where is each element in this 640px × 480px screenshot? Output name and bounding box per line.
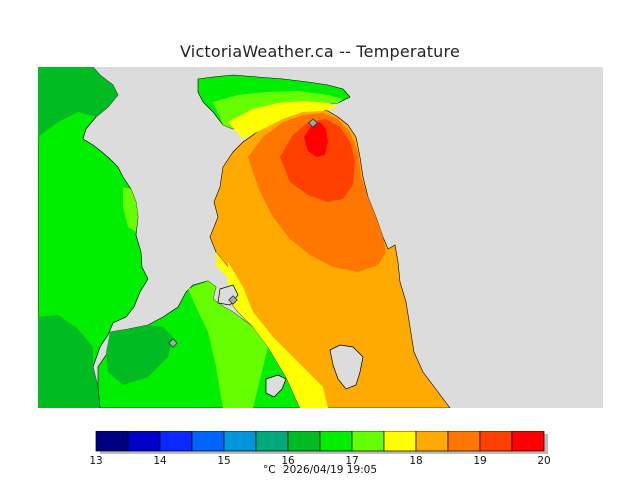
colorbar-bin xyxy=(255,431,289,452)
colorbar-bin xyxy=(447,431,481,452)
station-marker[interactable] xyxy=(228,295,238,305)
zone-west-darkgreen-north xyxy=(38,67,118,137)
colorbar-bin xyxy=(159,431,193,452)
lake-east xyxy=(329,344,364,390)
colorbar-tick-label: 20 xyxy=(537,455,551,467)
colorbar-bin xyxy=(351,431,385,452)
colorbar-bin xyxy=(127,431,161,452)
colorbar-bin xyxy=(511,431,545,452)
colorbar-caption: °C 2026/04/19 19:05 xyxy=(0,464,640,476)
colorbar-tick-label: 17 xyxy=(345,455,359,467)
chart-title: VictoriaWeather.ca -- Temperature xyxy=(180,42,460,61)
zone-west-lightgreen xyxy=(123,187,138,232)
colorbar-bin xyxy=(287,431,321,452)
temperature-map[interactable] xyxy=(38,67,603,408)
zone-main-redorange xyxy=(280,119,355,202)
zone-west-darkgreen-south xyxy=(38,315,100,408)
temperature-colorbar xyxy=(95,431,548,454)
zone-main-yellow-2 xyxy=(228,262,328,408)
colorbar-bin xyxy=(223,431,257,452)
colorbar-bin xyxy=(415,431,449,452)
colorbar-tick-label: 14 xyxy=(153,455,167,467)
lake-south xyxy=(265,374,287,398)
zone-north-yellow xyxy=(228,101,338,139)
colorbar-bin xyxy=(95,431,129,452)
station-marker[interactable] xyxy=(308,118,318,128)
colorbar-tick-label: 18 xyxy=(409,455,423,467)
zone-main-red xyxy=(304,122,328,157)
colorbar-bin xyxy=(319,431,353,452)
colorbar-bin xyxy=(383,431,417,452)
colorbar-tick-label: 16 xyxy=(281,455,295,467)
colorbar-bin xyxy=(479,431,513,452)
station-marker[interactable] xyxy=(168,338,178,348)
colorbar-tick-label: 15 xyxy=(217,455,231,467)
colorbar-timestamp: 2026/04/19 19:05 xyxy=(282,464,378,476)
colorbar-bin xyxy=(191,431,225,452)
colorbar-unit: °C xyxy=(262,464,276,476)
colorbar-tick-label: 19 xyxy=(473,455,487,467)
zone-south-island-dark xyxy=(106,325,173,385)
zone-south-lightgreen xyxy=(188,281,268,408)
colorbar-tick-label: 13 xyxy=(89,455,103,467)
